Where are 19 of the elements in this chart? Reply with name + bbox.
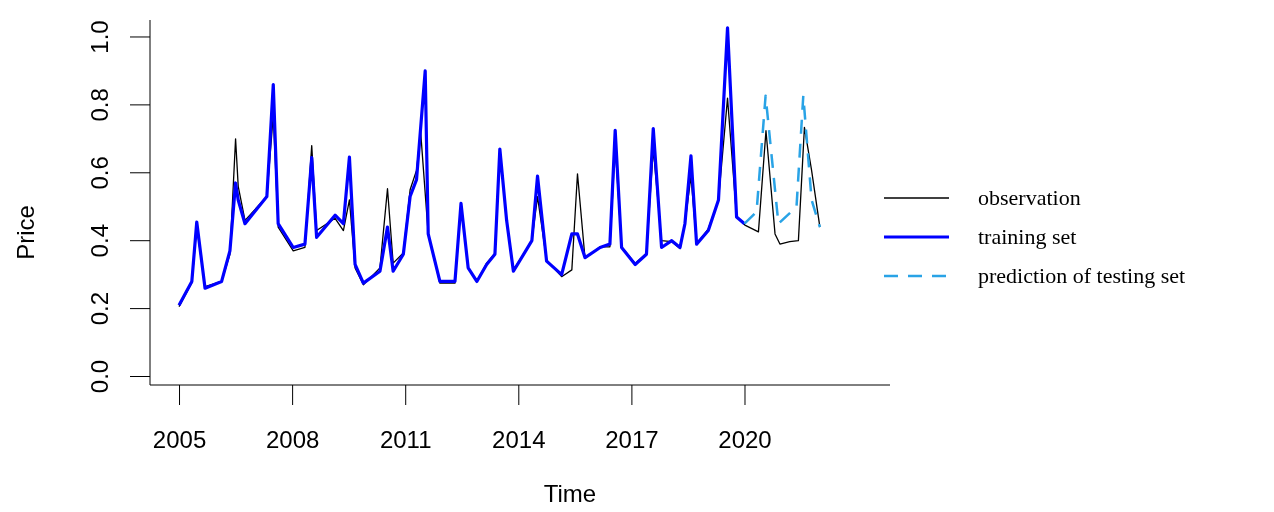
x-tick-label: 2008	[265, 426, 320, 454]
x-tick-label: 2011	[379, 426, 432, 454]
y-tick-label: 0.4	[86, 224, 113, 258]
legend-label: training set	[978, 224, 1077, 249]
y-tick-label: 0.0	[86, 359, 113, 394]
y-tick-label: 0.8	[86, 88, 113, 122]
x-tick-label: 2005	[152, 426, 207, 454]
x-tick-label: 2017	[605, 426, 659, 454]
line-series	[177, 26, 747, 307]
x-tick-label: 2020	[718, 426, 772, 454]
x-tick-label: 2014	[492, 426, 546, 454]
legend-label: observation	[978, 185, 1081, 210]
y-axis-title: Price	[12, 205, 39, 260]
y-tick-label: 0.2	[86, 291, 113, 326]
y-tick-label: 0.6	[86, 156, 113, 190]
x-axis-title: Time	[543, 480, 597, 507]
y-tick-label: 1.0	[86, 20, 113, 54]
line-series	[743, 94, 822, 229]
legend-label: prediction of testing set	[978, 263, 1186, 288]
